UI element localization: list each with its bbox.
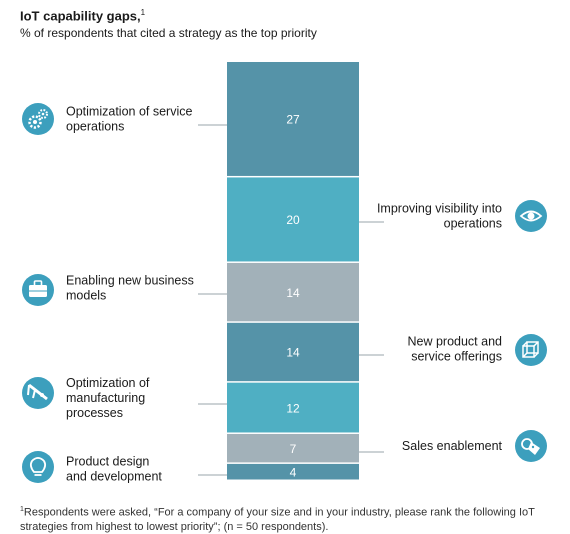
eye-icon bbox=[515, 200, 547, 232]
bar-segment bbox=[227, 177, 359, 262]
data-label: 27 bbox=[286, 113, 300, 127]
category-label: Optimization of service operations bbox=[66, 105, 192, 134]
bar-segment bbox=[227, 62, 359, 176]
category-label: Sales enablement bbox=[402, 439, 503, 453]
data-label: 4 bbox=[290, 465, 297, 479]
chart-title: IoT capability gaps,1 bbox=[20, 8, 146, 24]
data-label: 12 bbox=[286, 401, 300, 415]
category-label: Product design and development bbox=[66, 455, 162, 484]
bar-segment bbox=[227, 463, 359, 480]
lightbulb-icon bbox=[22, 451, 54, 483]
cube-icon bbox=[515, 334, 547, 366]
briefcase-icon bbox=[22, 274, 54, 306]
stacked-bar-chart: 27 Optimization of service operations 20 Imp… bbox=[22, 62, 547, 484]
chart-subtitle: % of respondents that cited a strategy a… bbox=[20, 26, 317, 40]
footnote: 1Respondents were asked, “For a company … bbox=[20, 503, 560, 534]
data-label: 20 bbox=[286, 213, 300, 227]
footnote-text: Respondents were asked, “For a company o… bbox=[20, 506, 535, 533]
data-label: 14 bbox=[286, 286, 300, 300]
tag-icon bbox=[515, 430, 547, 462]
category-label: Enabling new business models bbox=[66, 274, 194, 303]
bar-segment bbox=[227, 322, 359, 382]
caliper-icon bbox=[22, 377, 54, 409]
category-label: Optimization of manufacturing processes bbox=[66, 376, 150, 420]
data-label: 7 bbox=[290, 442, 297, 456]
bar-segment bbox=[227, 262, 359, 322]
category-label: New product and service offerings bbox=[407, 335, 502, 364]
bar-segment bbox=[227, 382, 359, 433]
footnote-mark: 1 bbox=[20, 506, 24, 513]
category-label: Improving visibility into operations bbox=[377, 202, 502, 231]
gears-icon bbox=[22, 103, 54, 135]
data-label: 14 bbox=[286, 346, 300, 360]
bar-segment bbox=[227, 433, 359, 463]
title-footnote-mark: 1 bbox=[140, 8, 146, 17]
